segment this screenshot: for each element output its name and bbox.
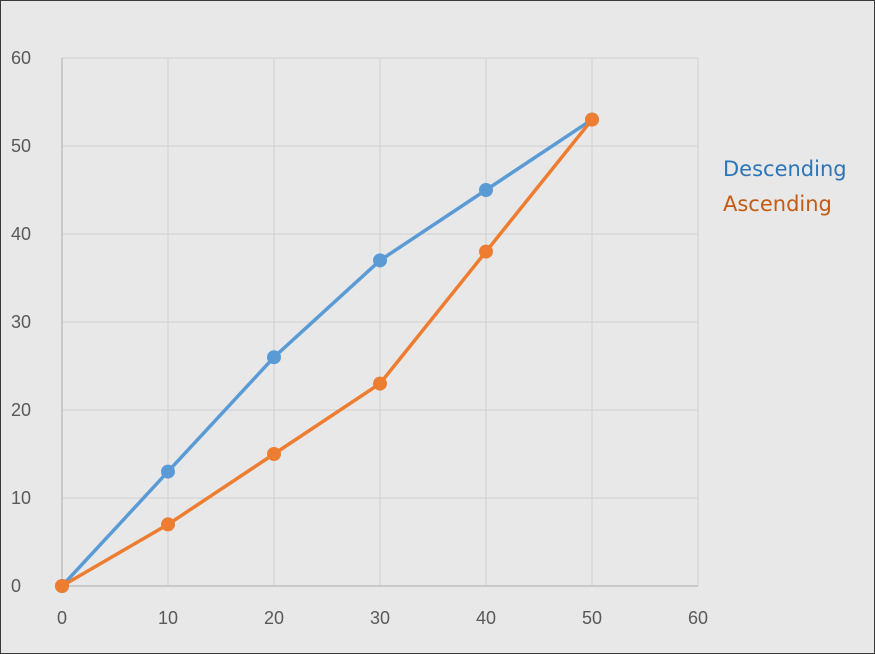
x-tick-label: 30 [370,608,390,628]
x-axis-ticks: 0 10 20 30 40 50 60 [57,608,708,628]
series-ascending [55,112,599,593]
y-axis-ticks: 0 10 20 30 40 50 60 [11,48,31,596]
gridlines [62,57,699,586]
x-tick-label: 20 [264,608,284,628]
y-tick-label: 10 [11,488,31,508]
y-tick-label: 60 [11,48,31,68]
axes [61,58,698,587]
legend-entry-descending: Descending [723,157,847,181]
data-point [161,464,175,479]
y-tick-label: 40 [11,224,31,244]
y-tick-label: 30 [11,312,31,332]
data-point [479,244,493,259]
data-point [161,517,175,532]
series-line [60,117,594,588]
legend-entry-ascending: Ascending [723,192,832,216]
series-descending [55,112,599,593]
series [55,112,599,593]
series-line [60,117,594,588]
data-point [373,376,387,391]
y-tick-label: 50 [11,136,31,156]
y-tick-label: 20 [11,400,31,420]
data-point [55,579,69,593]
x-tick-label: 60 [688,608,708,628]
x-tick-label: 10 [158,608,178,628]
y-tick-label: 0 [11,576,21,596]
data-point [585,112,599,127]
data-point [373,253,387,268]
data-point [479,183,493,197]
x-tick-label: 0 [57,608,67,628]
data-point [267,350,281,365]
data-point [267,447,281,461]
legend: Descending Ascending [723,157,847,216]
x-tick-label: 40 [476,608,496,628]
x-tick-label: 50 [582,608,602,628]
